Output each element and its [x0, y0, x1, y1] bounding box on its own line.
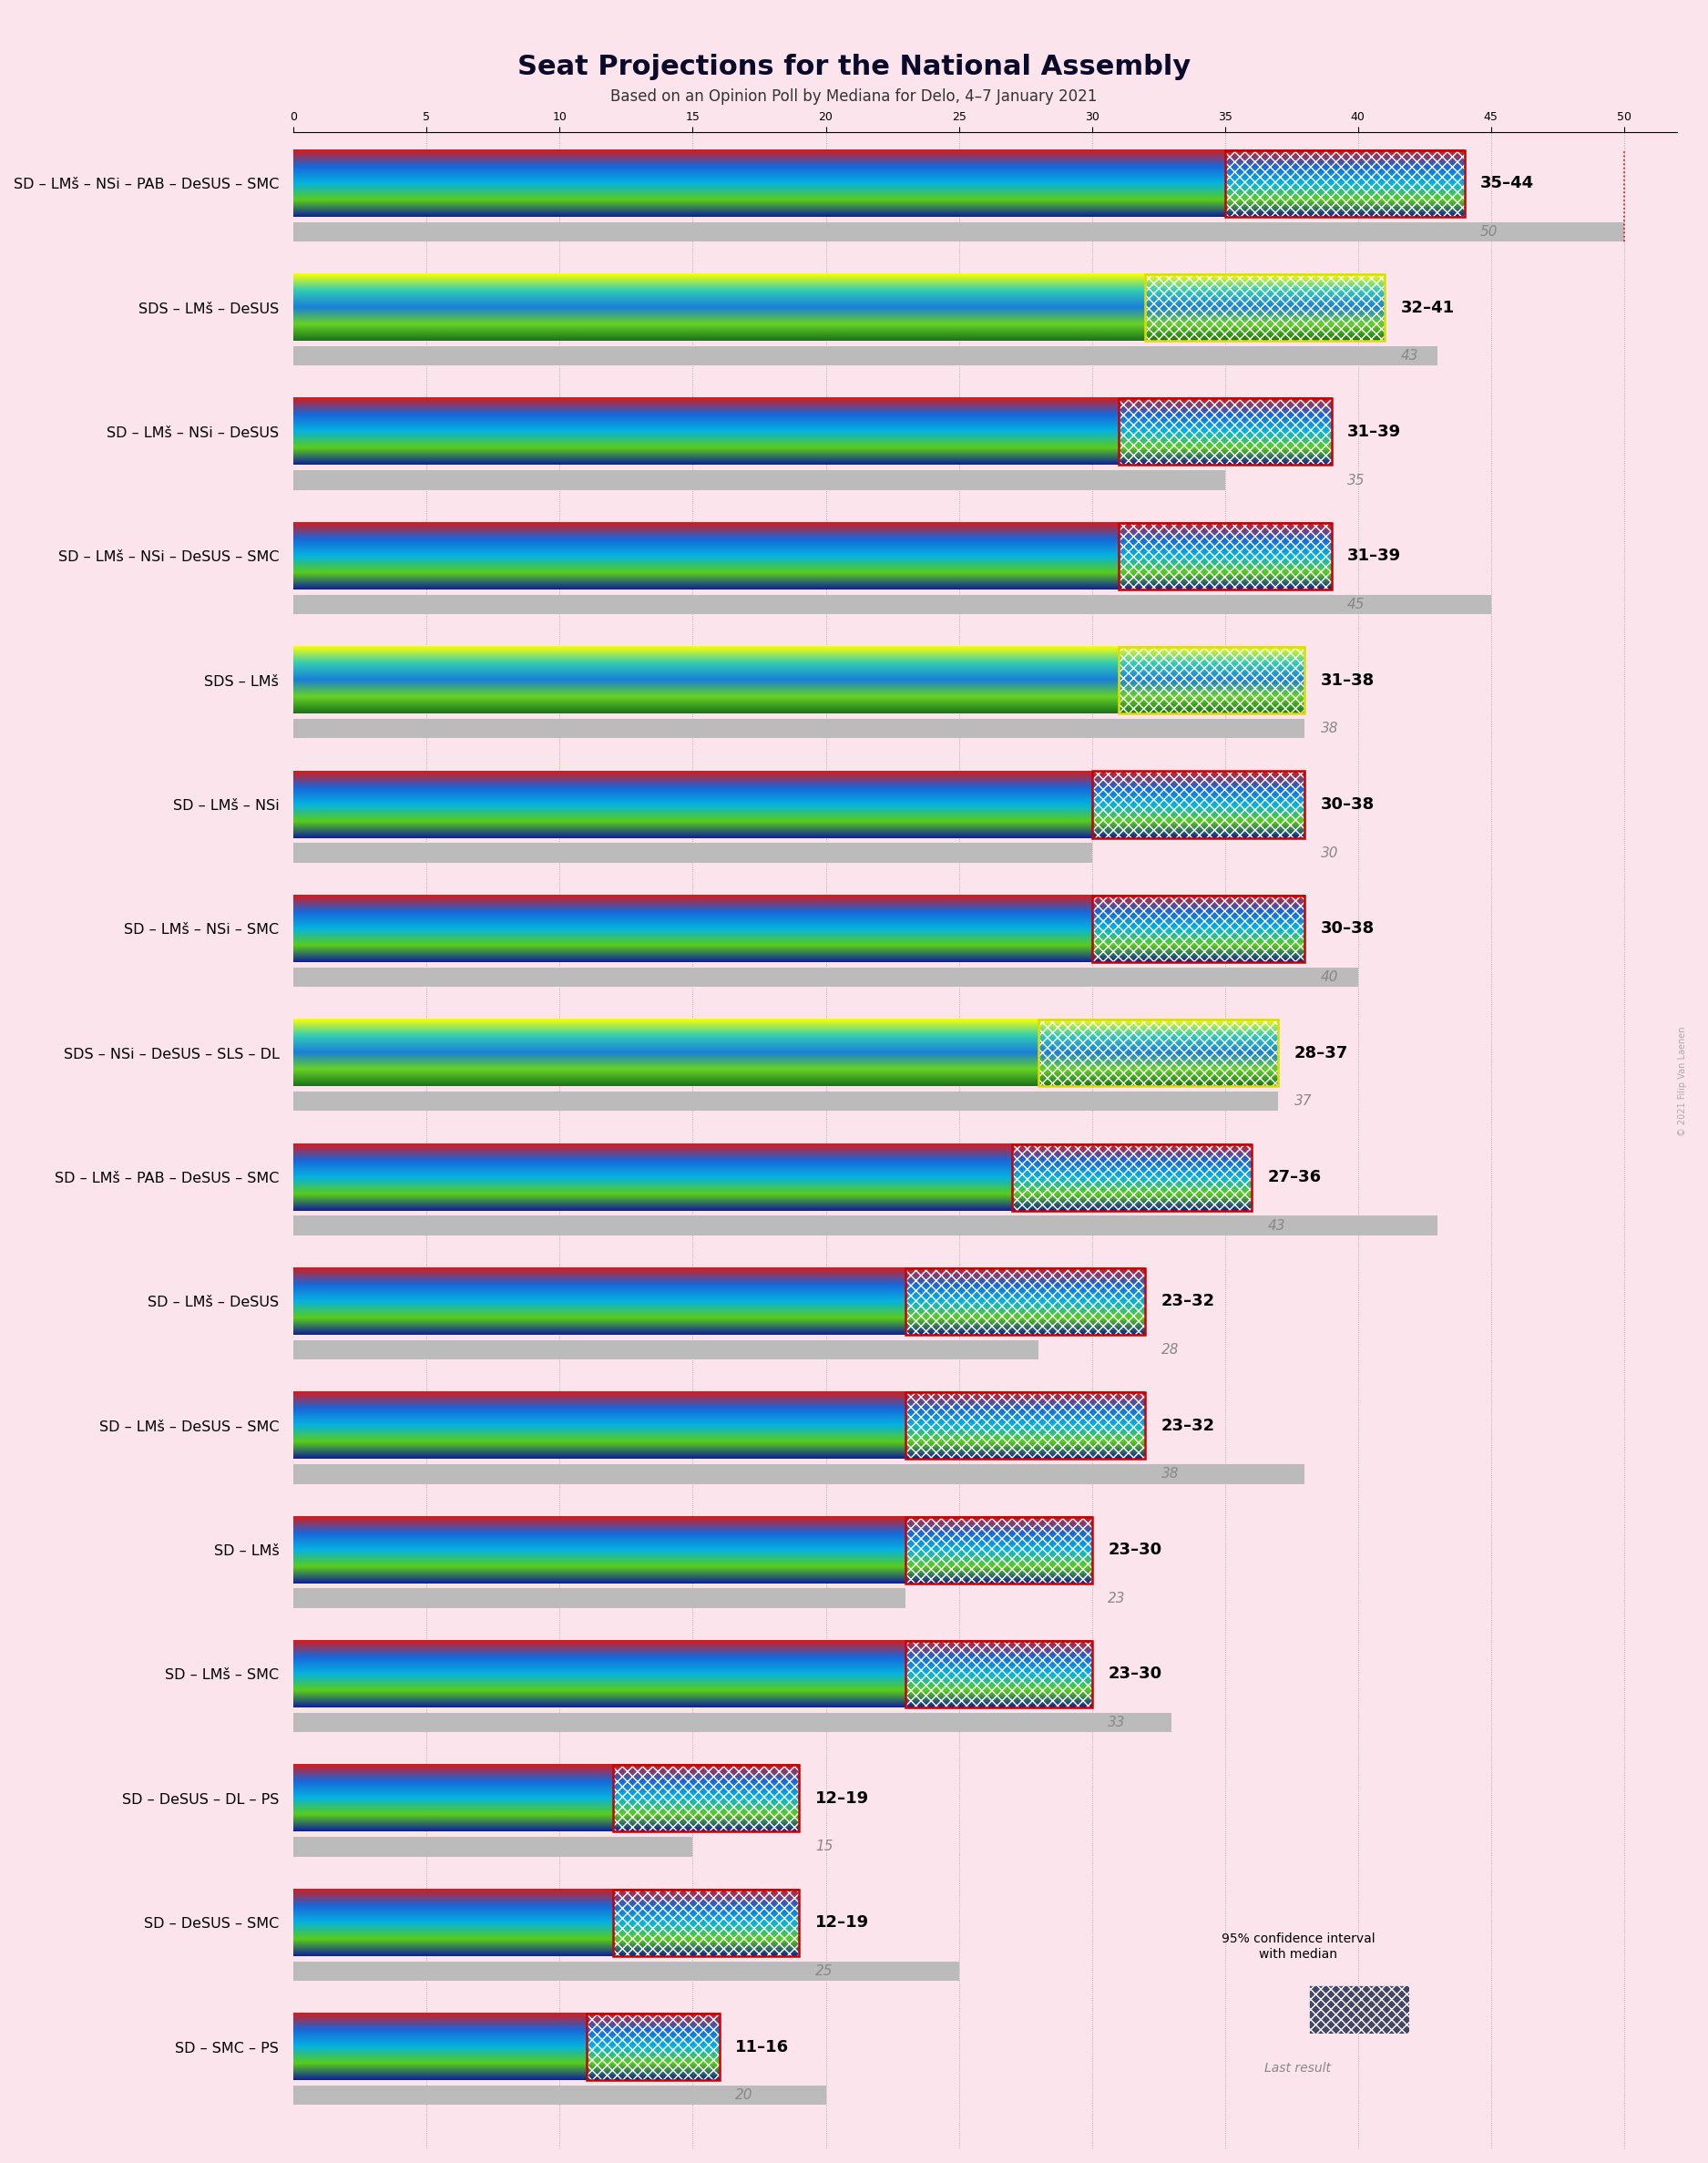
- Bar: [1091, 895, 1305, 963]
- Text: 25: 25: [815, 1964, 834, 1977]
- Bar: [586, 2014, 719, 2081]
- Text: 28: 28: [1161, 1343, 1179, 1356]
- Bar: [613, 1888, 799, 1955]
- Bar: [294, 1464, 1305, 1484]
- Text: 33: 33: [1108, 1715, 1126, 1730]
- Bar: [294, 1092, 1278, 1112]
- Text: 28–37: 28–37: [1295, 1045, 1348, 1062]
- Bar: [294, 223, 1624, 242]
- Bar: [905, 1268, 1144, 1335]
- Text: 95% confidence interval
with median: 95% confidence interval with median: [1221, 1934, 1375, 1960]
- Text: 43: 43: [1401, 348, 1418, 363]
- Text: 20: 20: [736, 2087, 753, 2102]
- Text: 23–30: 23–30: [1108, 1666, 1161, 1683]
- Bar: [905, 1516, 1091, 1583]
- Text: 32–41: 32–41: [1401, 298, 1455, 316]
- Bar: [1144, 275, 1385, 342]
- Bar: [1091, 772, 1305, 837]
- Bar: [1225, 149, 1464, 216]
- Text: 23: 23: [1108, 1592, 1126, 1605]
- Bar: [294, 844, 1091, 863]
- Text: 30: 30: [1320, 846, 1339, 859]
- Bar: [905, 1268, 1144, 1335]
- Bar: [1013, 1144, 1252, 1211]
- Bar: [613, 1765, 799, 1832]
- Text: © 2021 Filip Van Laenen: © 2021 Filip Van Laenen: [1677, 1027, 1688, 1136]
- Bar: [1310, 1986, 1409, 2033]
- Bar: [294, 967, 1358, 986]
- Text: Seat Projections for the National Assembly: Seat Projections for the National Assemb…: [518, 54, 1190, 80]
- Bar: [294, 1216, 1438, 1235]
- Bar: [905, 1642, 1091, 1707]
- Bar: [1119, 523, 1331, 588]
- Text: Based on an Opinion Poll by Mediana for Delo, 4–7 January 2021: Based on an Opinion Poll by Mediana for …: [611, 89, 1098, 106]
- Bar: [1225, 149, 1464, 216]
- Text: 37: 37: [1295, 1094, 1312, 1107]
- Bar: [294, 718, 1305, 738]
- Text: 30–38: 30–38: [1320, 796, 1375, 813]
- Bar: [294, 346, 1438, 366]
- Text: 38: 38: [1320, 722, 1339, 735]
- Text: 35: 35: [1348, 474, 1365, 487]
- Bar: [294, 1713, 1172, 1733]
- Text: 40: 40: [1320, 971, 1339, 984]
- Bar: [1091, 895, 1305, 963]
- Bar: [1038, 1019, 1278, 1086]
- Text: Last result: Last result: [1266, 2061, 1331, 2074]
- Text: 30–38: 30–38: [1320, 921, 1375, 937]
- Text: 23–32: 23–32: [1161, 1417, 1214, 1434]
- Text: 12–19: 12–19: [815, 1914, 869, 1932]
- Text: 31–39: 31–39: [1348, 424, 1401, 439]
- Bar: [613, 1888, 799, 1955]
- Bar: [1119, 647, 1305, 714]
- Text: 50: 50: [1481, 225, 1498, 238]
- Bar: [613, 1765, 799, 1832]
- Bar: [586, 2014, 719, 2081]
- Text: 15: 15: [815, 1841, 834, 1854]
- Text: 11–16: 11–16: [736, 2040, 789, 2055]
- Bar: [294, 1962, 958, 1981]
- Text: 35–44: 35–44: [1481, 175, 1534, 193]
- Bar: [905, 1393, 1144, 1460]
- Bar: [1013, 1144, 1252, 1211]
- Bar: [1119, 523, 1331, 588]
- Bar: [905, 1393, 1144, 1460]
- Bar: [294, 1588, 905, 1607]
- Text: 23–30: 23–30: [1108, 1542, 1161, 1557]
- Text: 43: 43: [1267, 1218, 1284, 1233]
- Bar: [905, 1516, 1091, 1583]
- Text: 27–36: 27–36: [1267, 1168, 1322, 1185]
- Text: 23–32: 23–32: [1161, 1293, 1214, 1309]
- Bar: [1119, 398, 1331, 465]
- Text: 45: 45: [1348, 597, 1365, 612]
- Bar: [294, 469, 1225, 491]
- Bar: [294, 1836, 693, 1856]
- Text: 12–19: 12–19: [815, 1791, 869, 1806]
- Bar: [1119, 398, 1331, 465]
- Bar: [1144, 275, 1385, 342]
- Bar: [1119, 647, 1305, 714]
- Bar: [1038, 1019, 1278, 1086]
- Text: 31–38: 31–38: [1320, 673, 1375, 688]
- Bar: [1091, 772, 1305, 837]
- Text: 38: 38: [1161, 1467, 1179, 1482]
- Bar: [294, 2085, 825, 2105]
- Bar: [294, 1341, 1038, 1361]
- Text: 31–39: 31–39: [1348, 547, 1401, 565]
- Bar: [294, 595, 1491, 614]
- Bar: [905, 1642, 1091, 1707]
